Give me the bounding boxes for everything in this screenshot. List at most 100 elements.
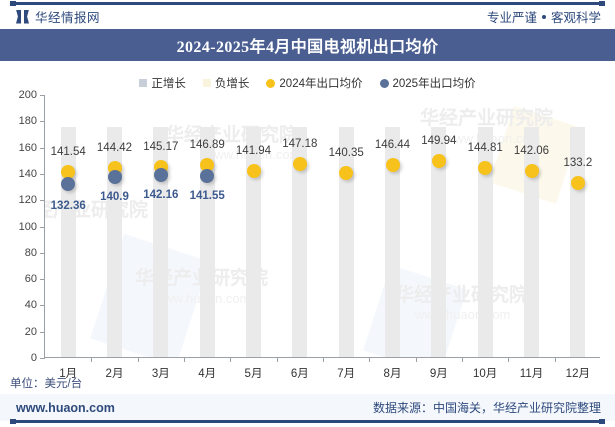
x-axis-label: 2月 <box>105 368 124 380</box>
data-point-2024[interactable] <box>292 157 307 172</box>
data-point-2024[interactable] <box>339 166 354 181</box>
category-band[interactable] <box>153 127 169 357</box>
x-axis-tick <box>230 357 232 362</box>
huaon-logo-icon <box>16 9 29 24</box>
category-band[interactable] <box>338 127 354 357</box>
legend-label: 2025年出口均价 <box>392 78 476 90</box>
x-axis-label: 7月 <box>337 368 356 380</box>
top-divider <box>10 1 605 6</box>
brand-left: 华经情报网 <box>16 7 100 26</box>
data-point-2024[interactable] <box>524 164 539 179</box>
bottom-divider <box>10 419 605 424</box>
y-axis-tick <box>40 358 45 359</box>
data-point-2025[interactable] <box>200 168 215 183</box>
y-axis-label: 180 <box>18 115 37 128</box>
legend-label: 负增长 <box>214 78 250 90</box>
legend-item-3[interactable]: 2025年出口均价 <box>379 75 476 91</box>
x-axis-label: 6月 <box>290 368 309 380</box>
x-axis-tick <box>91 357 93 362</box>
site-url[interactable]: www.huaon.com <box>16 400 115 415</box>
legend-label: 2024年出口均价 <box>279 78 363 90</box>
data-point-2025[interactable] <box>61 176 76 191</box>
x-axis-label: 3月 <box>151 368 170 380</box>
data-point-2025[interactable] <box>107 169 122 184</box>
data-point-2024[interactable] <box>431 153 446 168</box>
y-axis-label: 0 <box>30 352 37 364</box>
x-axis-tick <box>462 357 463 362</box>
x-axis-tick <box>554 357 556 362</box>
x-axis-label: 4月 <box>198 368 217 380</box>
axes-layer: 0 20 40 60 80 100 120 140 160 180 200 1月 2月 3月 4月 5月 6月 7… <box>19 89 600 380</box>
dot-separator-icon <box>541 14 546 19</box>
category-band[interactable] <box>477 127 493 357</box>
chart-legend: 正增长 负增长 2024年出口均价 2025年出口均价 <box>0 73 615 93</box>
y-axis-tick <box>40 200 45 202</box>
data-label-2025: 140.9 <box>100 190 129 203</box>
data-point-2024[interactable] <box>385 158 400 173</box>
y-axis-label: 120 <box>18 194 37 207</box>
unit-note: 单位：美元/台 <box>10 378 83 390</box>
x-axis-label: 9月 <box>429 368 448 380</box>
x-axis-tick <box>415 357 417 362</box>
legend-square-icon <box>202 79 211 87</box>
category-band[interactable] <box>199 127 215 357</box>
brand-tagline: 专业严谨 客观科学 <box>487 7 601 26</box>
y-axis-tick <box>40 147 45 149</box>
x-axis-tick <box>369 357 371 362</box>
data-point-2024[interactable] <box>246 164 261 179</box>
y-axis-label: 200 <box>18 89 37 101</box>
data-point-2024[interactable] <box>200 157 215 172</box>
y-axis-label: 80 <box>24 246 37 259</box>
data-label-2024: 147.18 <box>282 138 318 151</box>
footer-bar: www.huaon.com 数据来源：中国海关，华经产业研究院整理 <box>0 394 615 421</box>
chart-title-band: 2024-2025年4月中国电视机出口均价 <box>0 29 615 61</box>
legend-circle-icon <box>379 78 389 88</box>
data-label-2024: 141.94 <box>235 145 272 158</box>
legend-circle-icon <box>266 78 276 88</box>
data-point-2024[interactable] <box>570 175 585 190</box>
x-axis-label: 12月 <box>565 368 590 380</box>
legend-item-0[interactable]: 正增长 <box>139 75 186 91</box>
data-label-2024: 149.94 <box>421 134 457 147</box>
x-axis-tick <box>323 357 324 362</box>
y-axis-tick <box>40 252 45 254</box>
category-band[interactable] <box>431 127 447 357</box>
x-axis-label: 8月 <box>383 368 402 380</box>
y-axis-tick <box>40 279 45 281</box>
category-band[interactable] <box>385 127 400 357</box>
data-label-2025: 142.16 <box>143 189 179 202</box>
y-axis-tick <box>40 305 45 307</box>
y-axis-tick <box>40 95 45 96</box>
data-label-2024: 133.2 <box>563 156 593 169</box>
x-axis-tick <box>184 357 185 362</box>
data-label-2025: 141.55 <box>189 189 225 202</box>
category-band[interactable] <box>107 127 122 357</box>
x-axis-label: 5月 <box>244 368 263 380</box>
data-label-2024: 145.17 <box>143 141 179 154</box>
data-label-2024: 146.44 <box>374 139 411 152</box>
data-source: 数据来源：中国海关，华经产业研究院整理 <box>372 401 601 415</box>
data-label-2024: 141.54 <box>50 145 86 158</box>
data-point-2024[interactable] <box>61 164 76 179</box>
x-axis-tick <box>137 357 139 362</box>
page-title: 2024-2025年4月中国电视机出口均价 <box>176 39 439 56</box>
y-axis-label: 140 <box>18 167 37 180</box>
y-axis-tick <box>40 226 45 228</box>
y-axis-label: 40 <box>24 299 37 312</box>
data-label-2024: 144.42 <box>96 142 133 155</box>
legend-item-2[interactable]: 2024年出口均价 <box>266 75 363 91</box>
y-axis-tick <box>40 121 45 123</box>
y-axis-label: 60 <box>24 273 37 286</box>
data-label-2024: 140.35 <box>328 147 364 160</box>
category-band[interactable] <box>524 127 539 357</box>
legend-item-1[interactable]: 负增长 <box>202 75 250 91</box>
x-axis-label: 1月 <box>59 368 78 380</box>
data-point-2025[interactable] <box>153 168 168 183</box>
legend-square-icon <box>139 79 148 87</box>
category-band[interactable] <box>246 127 261 357</box>
data-point-2024[interactable] <box>478 160 493 175</box>
y-axis-tick <box>40 331 45 333</box>
category-band[interactable] <box>292 127 308 357</box>
x-axis-tick <box>276 357 278 362</box>
